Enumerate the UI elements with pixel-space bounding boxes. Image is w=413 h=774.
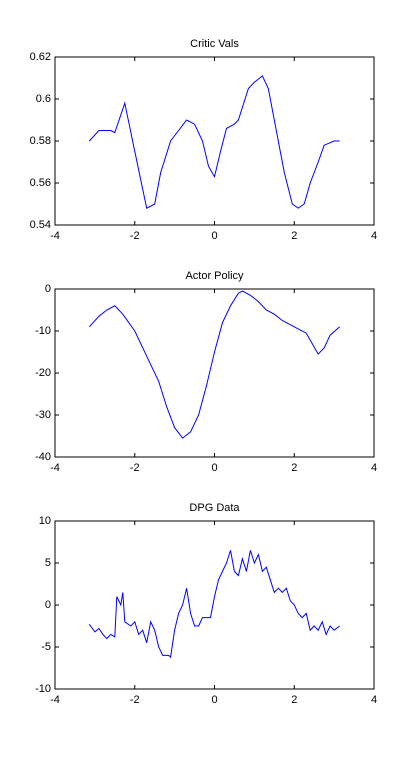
x-tick-label: -2 <box>130 694 140 706</box>
x-tick-label: -2 <box>130 462 140 474</box>
x-tick-label: 2 <box>291 462 297 474</box>
chart-title: DPG Data <box>189 502 240 514</box>
x-tick-label: 2 <box>291 230 297 242</box>
axes-box <box>54 56 375 226</box>
x-tick-label: 0 <box>211 462 217 474</box>
y-tick-label: 0.58 <box>30 135 51 147</box>
y-tick-label: -30 <box>35 409 51 421</box>
data-line <box>88 550 341 659</box>
x-tick-label: 4 <box>371 230 377 242</box>
chart-title: Critic Vals <box>190 38 239 50</box>
y-tick-label: -10 <box>35 683 51 695</box>
y-tick-label: 0.54 <box>30 219 51 231</box>
y-tick-label: -40 <box>35 451 51 463</box>
axes-box <box>54 520 375 690</box>
y-tick-label: -5 <box>41 641 51 653</box>
axes-box <box>54 288 375 458</box>
y-tick-label: 0 <box>45 283 51 295</box>
x-tick-label: -4 <box>50 462 60 474</box>
x-tick-label: 0 <box>211 694 217 706</box>
x-tick-label: -2 <box>130 230 140 242</box>
x-tick-label: -4 <box>50 694 60 706</box>
data-line <box>88 75 340 209</box>
y-tick-label: 0.56 <box>30 177 51 189</box>
data-line <box>88 290 341 439</box>
x-tick-label: -4 <box>50 230 60 242</box>
x-tick-label: 4 <box>371 694 377 706</box>
x-tick-label: 0 <box>211 230 217 242</box>
chart-title: Actor Policy <box>185 270 244 282</box>
y-tick-label: 0.6 <box>36 93 51 105</box>
y-tick-label: -20 <box>35 367 51 379</box>
x-tick-label: 4 <box>371 462 377 474</box>
y-tick-label: 5 <box>45 557 51 569</box>
x-tick-label: 2 <box>291 694 297 706</box>
y-tick-label: 10 <box>39 515 51 527</box>
y-tick-label: 0 <box>45 599 51 611</box>
y-tick-label: -10 <box>35 325 51 337</box>
y-tick-label: 0.62 <box>30 51 51 63</box>
